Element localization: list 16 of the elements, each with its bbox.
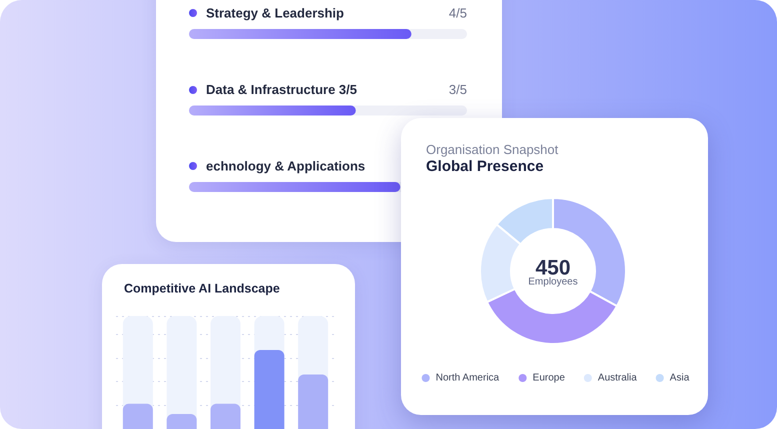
y-tick-label: echnology & Applications [206,158,366,174]
y-tick-label: Strategy & Leadership [206,6,344,20]
chart-title: Competitive AI Landscape [124,282,280,296]
legend-label: North America [436,372,500,384]
data-label: 4/5 [448,6,467,20]
data-label: 3/5 [448,82,467,97]
legend-label: Europe [532,372,566,384]
bar [122,404,153,429]
bar [166,414,197,429]
text: Employees [528,276,578,288]
legend-label: Asia [670,372,690,384]
legend-label: Australia [598,372,638,384]
bar [210,404,240,429]
y-tick-label: Data & Infrastructure 3/5 [206,82,357,97]
chart-subtitle: Organisation Snapshot [426,142,559,157]
chart-title: Global Presence [426,158,544,175]
